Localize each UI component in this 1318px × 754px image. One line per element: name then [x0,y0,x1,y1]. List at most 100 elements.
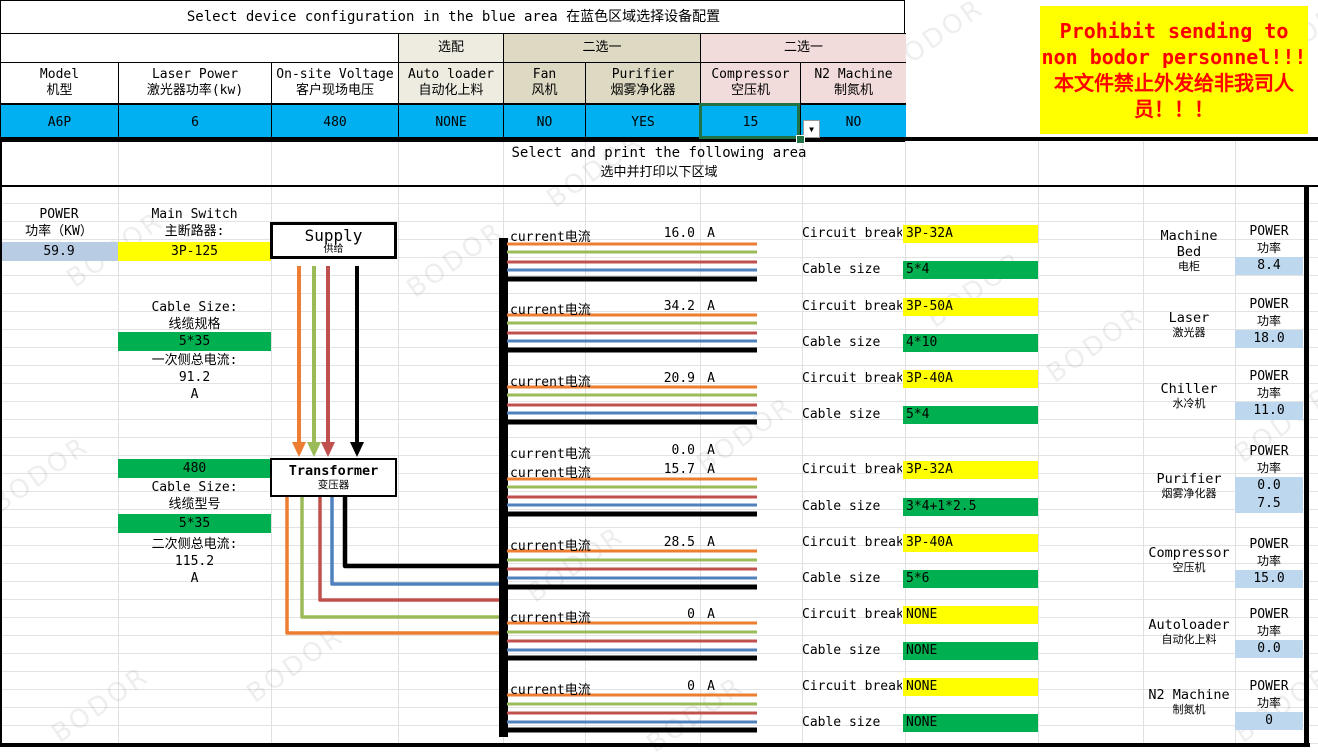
config-group-choose-one-1: 二选一 [504,34,701,63]
current-value: 34.2 [663,299,695,314]
warning-box: Prohibit sending to non bodor personnel!… [1040,6,1308,134]
breaker-label: Circuit break [802,535,902,550]
device-en: Compressor [1148,545,1230,561]
power-value: 18.0 [1235,330,1303,348]
power-machine-bed: POWER 功率 8.4 [1235,224,1303,275]
power-en: POWER [1249,444,1289,459]
power-compressor: POWER 功率 15.0 [1235,537,1303,588]
total-power-value: 59.9 [0,242,118,261]
current-row: current电流 0.0 A [510,442,757,462]
main-switch-value: 3P-125 [118,242,271,261]
current-label: current电流 [510,447,591,462]
current-value: 28.5 [663,535,695,550]
header-zh: 空压机 [730,83,770,98]
gridline [118,140,119,744]
breaker-value: 3P-40A [903,370,1038,388]
device-laser: Laser 激光器 [1143,310,1235,340]
current-unit: A [707,535,715,550]
device-zh: 自动化上料 [1161,633,1217,646]
power-en: POWER [1249,607,1289,622]
config-header-model: Model 机型 [1,63,119,104]
current-value: 16.0 [663,226,695,241]
power-value: 0.0 [1235,477,1303,495]
cable-label: Cable size [802,571,881,586]
device-purifier: Purifier 烟雾净化器 [1143,471,1235,501]
breaker-label: Circuit break [802,371,902,386]
header-en: Fan [532,67,557,82]
config-value-auto-loader[interactable]: NONE [399,104,504,141]
device-zh: 烟雾净化器 [1161,487,1217,500]
breaker-label: Circuit break [802,679,902,694]
cable-value: 5*4 [903,406,1038,424]
header-zh: 客户现场电压 [295,83,374,98]
current-unit: A [707,371,715,386]
config-value-model[interactable]: A6P [1,104,119,141]
config-group-optional: 选配 [399,34,504,63]
print-area-header: Select and print the following area 选中并打… [0,143,1318,182]
gridline [398,140,399,744]
secondary-current-unit: A [190,571,199,586]
transformer-label-zh: 变压器 [317,479,350,491]
config-header-fan: Fan 风机 [504,63,586,104]
current-unit: A [707,462,715,477]
power-value: 15.0 [1235,570,1303,588]
cable-value: NONE [903,714,1038,732]
current-unit: A [707,226,715,241]
cable-label: Cable size [802,643,881,658]
power-chiller: POWER 功率 11.0 [1235,369,1303,420]
print-area-bottom-border [0,743,1310,747]
current-row: current电流 0 A [510,678,757,698]
transformer-box: Transformer 变压器 [270,458,397,497]
primary-current-label: 一次侧总电流: [151,353,238,368]
header-en: Model [39,67,80,82]
gridline [1038,140,1039,744]
selection-fill-handle[interactable] [796,135,805,144]
power-en: POWER [1249,369,1289,384]
print-header-zh: 选中并打印以下区域 [600,165,718,180]
header-zh: 激光器功率(kw) [146,83,244,98]
gridline [1235,140,1236,744]
main-switch-zh: 主断路器: [164,224,225,239]
print-area-left-border [0,140,2,747]
config-value-purifier[interactable]: YES [586,104,701,141]
dropdown-button[interactable]: ▼ [803,120,820,138]
config-value-voltage[interactable]: 480 [272,104,399,141]
secondary-cable-label: Cable Size: 线缆型号 [118,479,271,513]
separator-line [0,185,1318,187]
cable-value: NONE [903,642,1038,660]
breaker-value: NONE [903,678,1038,696]
power-value: 0 [1235,712,1303,730]
current-value: 0.0 [671,443,695,458]
power-purifier: POWER 功率 0.0 7.5 [1235,444,1303,513]
device-en: Autoloader [1148,617,1230,633]
config-header-purifier: Purifier 烟雾净化器 [586,63,701,104]
transformer-label-en: Transformer [288,463,379,479]
breaker-label: Circuit break [802,607,902,622]
breaker-label: Circuit break [802,226,902,241]
main-switch-label: Main Switch 主断路器: [118,206,271,240]
breaker-label: Circuit break [802,462,902,477]
power-value: 8.4 [1235,257,1303,275]
config-value-fan[interactable]: NO [504,104,586,141]
header-zh: 自动化上料 [418,83,484,98]
cable-value: 5*4 [903,261,1038,279]
gridline [700,140,701,744]
header-en: Purifier [611,67,675,82]
supply-box: Supply 供给 [270,222,397,259]
header-en: N2 Machine [814,67,893,82]
cable-size-zh: 线缆型号 [168,497,221,512]
config-group-choose-one-2: 二选一 [701,34,906,63]
secondary-voltage-value: 480 [118,459,271,478]
cable-label: Cable size [802,499,881,514]
gridline [271,140,272,744]
cable-size-en: Cable Size: [151,300,238,315]
current-unit: A [707,299,715,314]
config-value-laser-power[interactable]: 6 [119,104,272,141]
device-machine-bed: Machine Bed 电柜 [1143,228,1235,274]
config-value-compressor[interactable]: 15 [701,104,801,141]
current-row: current电流 28.5 A [510,534,757,554]
device-zh: 空压机 [1172,561,1206,574]
breaker-label: Circuit break [802,299,902,314]
secondary-current-label: 二次侧总电流: [151,537,238,552]
